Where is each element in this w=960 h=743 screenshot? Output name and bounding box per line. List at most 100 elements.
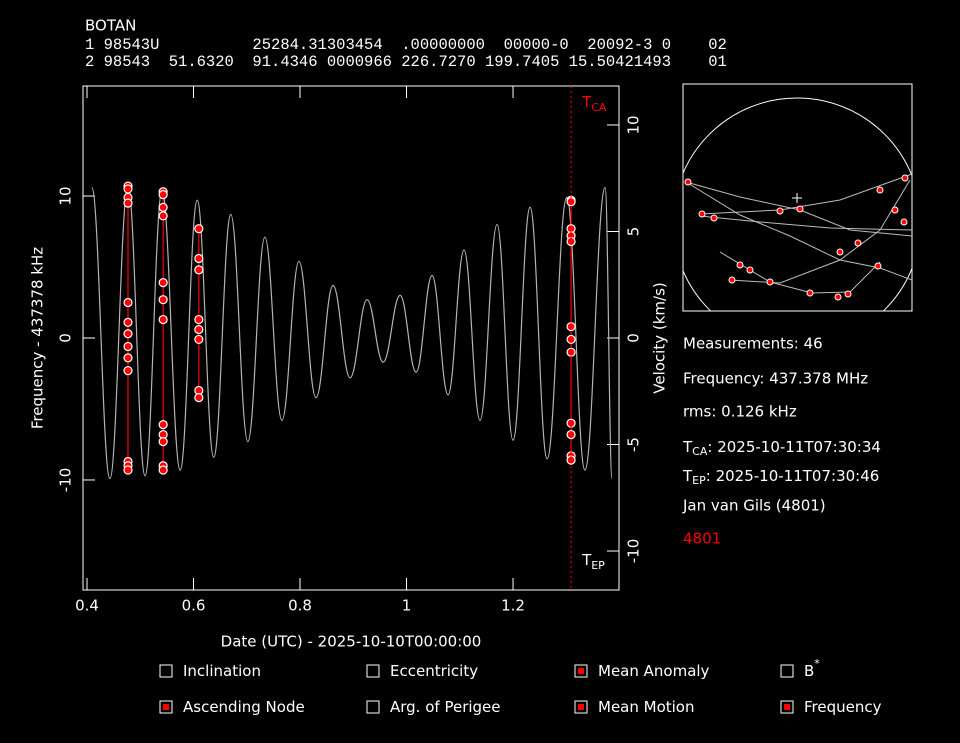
info-tca-t: T [682,438,693,456]
checkbox-mark [784,704,790,710]
sky-point [746,266,754,274]
checkbox-label: Mean Anomaly [598,662,710,680]
tle-line-1: 1 98543U 25284.31303454 .00000000 00000-… [85,36,727,54]
sky-plot [682,83,913,312]
checkbox-box [574,664,588,678]
measurement [158,465,168,475]
checkbox-mark [578,668,584,674]
y2-tick-label: -5 [625,437,643,452]
info-tep: TEP: 2025-10-11T07:30:46 [682,467,879,488]
y2-tick-label: 10 [625,115,643,134]
sky-point [728,276,736,284]
x-tick-label: 0.6 [182,597,206,615]
tca-label-t: T [581,93,592,111]
x-tick-label: 1 [402,597,412,615]
sky-point [834,293,842,301]
info-tep-sub: EP [692,474,706,487]
measurement [194,265,204,275]
checkbox-label-text: Inclination [183,662,261,680]
checkbox-label-text: Frequency [804,698,882,716]
measurement [123,329,133,339]
tep-label: TEP [581,551,605,573]
model-curve [91,185,613,480]
checkbox-label: Eccentricity [390,662,478,680]
checkbox[interactable]: Arg. of Perigee [366,698,501,716]
checkbox[interactable]: Ascending Node [159,698,305,716]
measurement [158,190,168,200]
checkbox-label: B* [804,657,820,680]
checkbox[interactable]: Mean Anomaly [574,662,710,680]
x-tick-label: 0.8 [288,597,312,615]
measurement [123,465,133,475]
tep-label-sub: EP [591,559,605,572]
checkbox[interactable]: Mean Motion [574,698,695,716]
sky-frame [682,83,913,312]
measurement [123,198,133,208]
measurement [566,429,576,440]
checkbox-mark [578,704,584,710]
y-tick-label: -10 [57,468,75,493]
sky-point [876,186,884,194]
measurement [566,418,576,428]
sky-point [776,207,784,215]
track [729,179,911,284]
measurement [194,393,204,403]
checkbox-label: Mean Motion [598,698,695,716]
checkbox-box [574,700,588,714]
x-tick-label: 1.2 [501,597,525,615]
sky-point [806,289,814,297]
satellite-name: BOTAN [85,17,136,35]
measurement [158,437,168,447]
measurement [123,366,133,376]
track [719,251,881,294]
checkbox-label-text: Mean Anomaly [598,662,710,680]
measurement [194,253,204,264]
checkbox-box [366,700,380,714]
checkbox-label-text: Arg. of Perigee [390,698,501,716]
checkbox-box [780,664,794,678]
measurement [123,353,133,363]
plot-area [91,181,613,480]
sky-point [901,174,909,182]
sky-point [710,214,718,222]
info-observer: Jan van Gils (4801) [682,497,826,515]
sky-point [836,248,844,256]
checkbox-label-text: Mean Motion [598,698,695,716]
zenith-cross [792,193,802,203]
measurement [123,317,133,327]
checkbox-label: Ascending Node [183,698,305,716]
checkbox[interactable]: Eccentricity [366,662,478,680]
checkbox-label: Arg. of Perigee [390,698,501,716]
checkbox-label-text: B [804,662,814,680]
measurement [158,314,168,325]
sky-point [900,218,908,226]
checkbox-label: Inclination [183,662,261,680]
y-tick-label: 10 [57,186,75,205]
checkbox-label-text: Eccentricity [390,662,478,680]
info-measurements: Measurements: 46 [683,335,823,353]
y2-tick-label: 0 [625,333,643,343]
track [699,173,912,215]
checkbox-box [159,700,173,714]
measurement [158,278,168,288]
info-site: 4801 [683,530,721,548]
y2-axis-label: Velocity (km/s) [651,282,669,393]
track [699,215,912,231]
sky-point [698,210,706,218]
y-tick-label: 0 [57,333,75,343]
measurement [158,295,168,305]
checkbox-mark [163,704,169,710]
checkbox[interactable]: B* [780,657,820,680]
measurement [158,202,168,212]
checkbox-label-sup: * [814,657,820,670]
measurement [194,334,204,345]
tca-label: TCA [581,93,607,115]
checkbox[interactable]: Frequency [780,698,882,716]
checkbox[interactable]: Inclination [159,662,261,680]
measurement [194,224,204,234]
y-axis-label: Frequency - 437378 kHz [29,247,47,429]
sky-point [854,239,862,247]
info-tep-text: : 2025-10-11T07:30:46 [706,467,880,485]
info-frequency: Frequency: 437.378 MHz [683,370,868,388]
sky-point [766,278,774,286]
